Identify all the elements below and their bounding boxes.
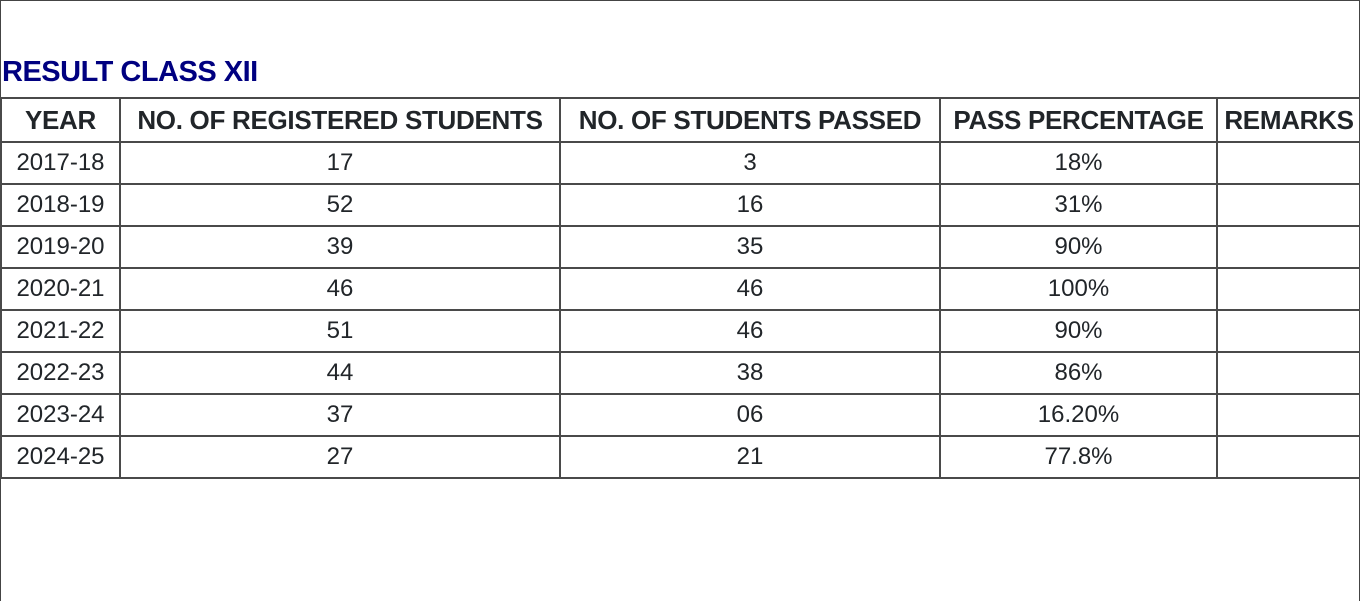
cell-remarks — [1216, 267, 1360, 311]
cell-remarks — [1216, 141, 1360, 185]
header-passed: NO. OF STUDENTS PASSED — [559, 97, 941, 143]
header-year: YEAR — [0, 97, 121, 143]
cell-percentage: 16.20% — [939, 393, 1218, 437]
cell-passed: 06 — [559, 393, 941, 437]
cell-registered: 46 — [119, 267, 561, 311]
cell-passed: 3 — [559, 141, 941, 185]
table-row: 2018-19 52 16 31% — [0, 183, 1360, 227]
table-row: 2021-22 51 46 90% — [0, 309, 1360, 353]
header-percentage: PASS PERCENTAGE — [939, 97, 1218, 143]
cell-year: 2024-25 — [0, 435, 121, 479]
table-row: 2017-18 17 3 18% — [0, 141, 1360, 185]
header-registered: NO. OF REGISTERED STUDENTS — [119, 97, 561, 143]
cell-passed: 46 — [559, 267, 941, 311]
cell-remarks — [1216, 225, 1360, 269]
cell-year: 2022-23 — [0, 351, 121, 395]
cell-registered: 17 — [119, 141, 561, 185]
table-row: 2019-20 39 35 90% — [0, 225, 1360, 269]
cell-registered: 27 — [119, 435, 561, 479]
cell-passed: 16 — [559, 183, 941, 227]
cell-percentage: 18% — [939, 141, 1218, 185]
cell-passed: 38 — [559, 351, 941, 395]
cell-registered: 52 — [119, 183, 561, 227]
results-table: YEAR NO. OF REGISTERED STUDENTS NO. OF S… — [0, 97, 1360, 479]
cell-percentage: 100% — [939, 267, 1218, 311]
cell-remarks — [1216, 393, 1360, 437]
cell-year: 2021-22 — [0, 309, 121, 353]
cell-passed: 21 — [559, 435, 941, 479]
page-title: RESULT CLASS XII — [2, 56, 258, 88]
cell-year: 2017-18 — [0, 141, 121, 185]
table-row: 2024-25 27 21 77.8% — [0, 435, 1360, 479]
cell-percentage: 90% — [939, 225, 1218, 269]
cell-year: 2020-21 — [0, 267, 121, 311]
cell-passed: 46 — [559, 309, 941, 353]
cell-registered: 37 — [119, 393, 561, 437]
cell-year: 2018-19 — [0, 183, 121, 227]
table-row: 2023-24 37 06 16.20% — [0, 393, 1360, 437]
cell-passed: 35 — [559, 225, 941, 269]
cell-registered: 39 — [119, 225, 561, 269]
cell-percentage: 77.8% — [939, 435, 1218, 479]
cell-registered: 51 — [119, 309, 561, 353]
cell-percentage: 31% — [939, 183, 1218, 227]
header-row: YEAR NO. OF REGISTERED STUDENTS NO. OF S… — [0, 97, 1360, 143]
table-row: 2022-23 44 38 86% — [0, 351, 1360, 395]
cell-remarks — [1216, 309, 1360, 353]
cell-remarks — [1216, 435, 1360, 479]
cell-percentage: 86% — [939, 351, 1218, 395]
header-remarks: REMARKS — [1216, 97, 1360, 143]
cell-percentage: 90% — [939, 309, 1218, 353]
cell-registered: 44 — [119, 351, 561, 395]
cell-year: 2023-24 — [0, 393, 121, 437]
table-row: 2020-21 46 46 100% — [0, 267, 1360, 311]
cell-year: 2019-20 — [0, 225, 121, 269]
cell-remarks — [1216, 183, 1360, 227]
cell-remarks — [1216, 351, 1360, 395]
